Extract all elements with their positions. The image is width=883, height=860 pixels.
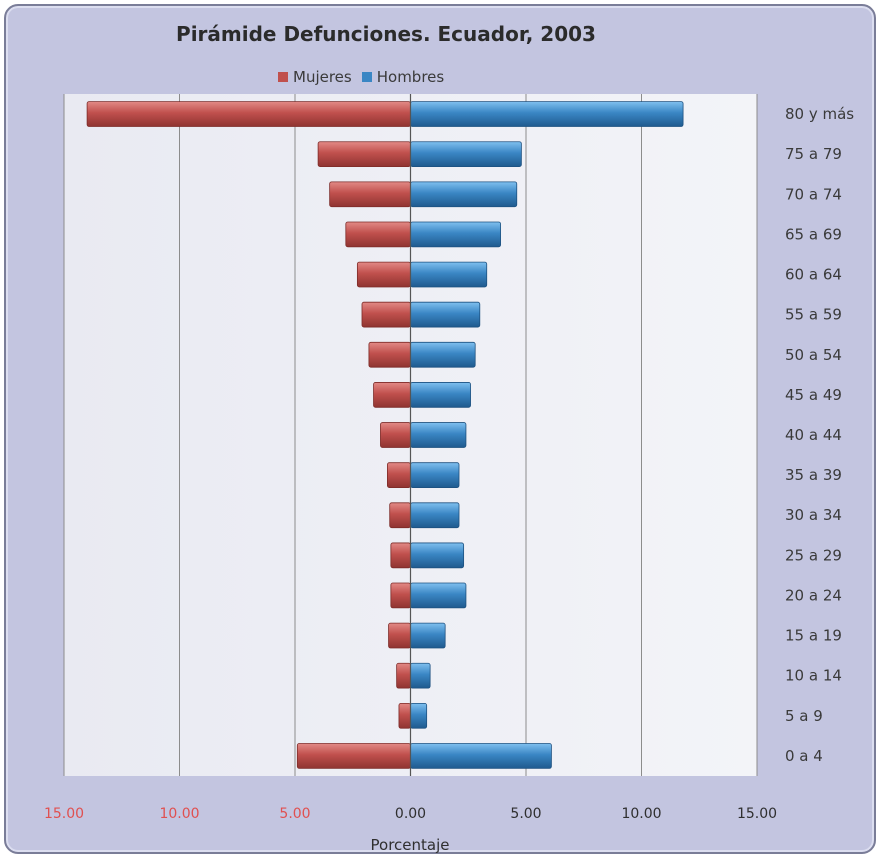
category-label: 45 a 49 <box>785 386 842 404</box>
x-axis-title: Porcentaje <box>370 836 450 854</box>
chart-title: Pirámide Defunciones. Ecuador, 2003 <box>176 22 596 46</box>
x-tick-label: 5.00 <box>279 806 310 822</box>
bar-hombres <box>410 582 467 609</box>
legend-swatch-mujeres <box>278 72 288 82</box>
bar-mujeres <box>396 662 411 689</box>
legend-swatch-hombres <box>361 72 372 82</box>
category-label: 55 a 59 <box>785 306 842 324</box>
bar-mujeres <box>398 702 411 729</box>
bar-hombres <box>410 221 501 248</box>
bar-hombres <box>410 261 488 288</box>
bar-hombres <box>410 743 552 769</box>
category-label: 60 a 64 <box>785 266 842 284</box>
bar-hombres <box>410 662 431 689</box>
category-label: 15 a 19 <box>785 627 842 645</box>
bar-hombres <box>410 341 476 368</box>
bar-mujeres <box>388 622 411 649</box>
x-tick-label: 5.00 <box>510 806 541 822</box>
bar-hombres <box>410 462 460 488</box>
bar-mujeres <box>345 221 411 248</box>
bar-hombres <box>410 702 428 729</box>
category-label: 30 a 34 <box>785 506 842 524</box>
bar-hombres <box>410 181 518 208</box>
bar-mujeres <box>389 502 411 529</box>
x-tick-label: 15.00 <box>44 806 84 822</box>
bar-mujeres <box>329 181 411 208</box>
category-label: 0 a 4 <box>785 747 823 765</box>
x-tick-label: 10.00 <box>621 806 661 822</box>
category-label: 40 a 44 <box>785 426 842 444</box>
category-label: 75 a 79 <box>785 145 842 163</box>
legend-item-hombres: Hombres <box>361 68 445 86</box>
category-label: 70 a 74 <box>785 185 842 203</box>
bar-mujeres <box>356 261 411 288</box>
legend-label-hombres: Hombres <box>376 68 445 86</box>
legend-item-mujeres: Mujeres <box>278 68 352 86</box>
bar-mujeres <box>380 422 411 448</box>
category-label: 10 a 14 <box>785 667 842 685</box>
bar-mujeres <box>317 141 411 168</box>
category-label: 5 a 9 <box>785 707 823 725</box>
category-label: 80 y más <box>785 105 854 123</box>
bar-mujeres <box>390 582 411 609</box>
bar-hombres <box>410 101 684 127</box>
category-label: 35 a 39 <box>785 466 842 484</box>
bar-hombres <box>410 382 471 408</box>
category-label: 50 a 54 <box>785 346 842 364</box>
category-label: 65 a 69 <box>785 225 842 243</box>
bar-hombres <box>410 502 460 529</box>
category-label: 20 a 24 <box>785 586 842 604</box>
x-tick-label: 10.00 <box>159 806 199 822</box>
bar-mujeres <box>361 301 411 328</box>
legend-label-mujeres: Mujeres <box>293 68 352 86</box>
bar-mujeres <box>390 542 411 569</box>
bar-hombres <box>410 422 467 448</box>
x-tick-label: 15.00 <box>737 806 777 822</box>
bar-mujeres <box>386 462 411 488</box>
bar-mujeres <box>296 743 411 769</box>
legend: Mujeres Hombres <box>278 68 444 86</box>
bar-hombres <box>410 622 446 649</box>
bar-hombres <box>410 141 522 168</box>
bar-mujeres <box>373 382 411 408</box>
bar-hombres <box>410 301 481 328</box>
category-label: 25 a 29 <box>785 546 842 564</box>
x-tick-label: 0.00 <box>395 806 426 822</box>
bar-mujeres <box>86 101 411 127</box>
bar-hombres <box>410 542 465 569</box>
bar-mujeres <box>368 341 411 368</box>
